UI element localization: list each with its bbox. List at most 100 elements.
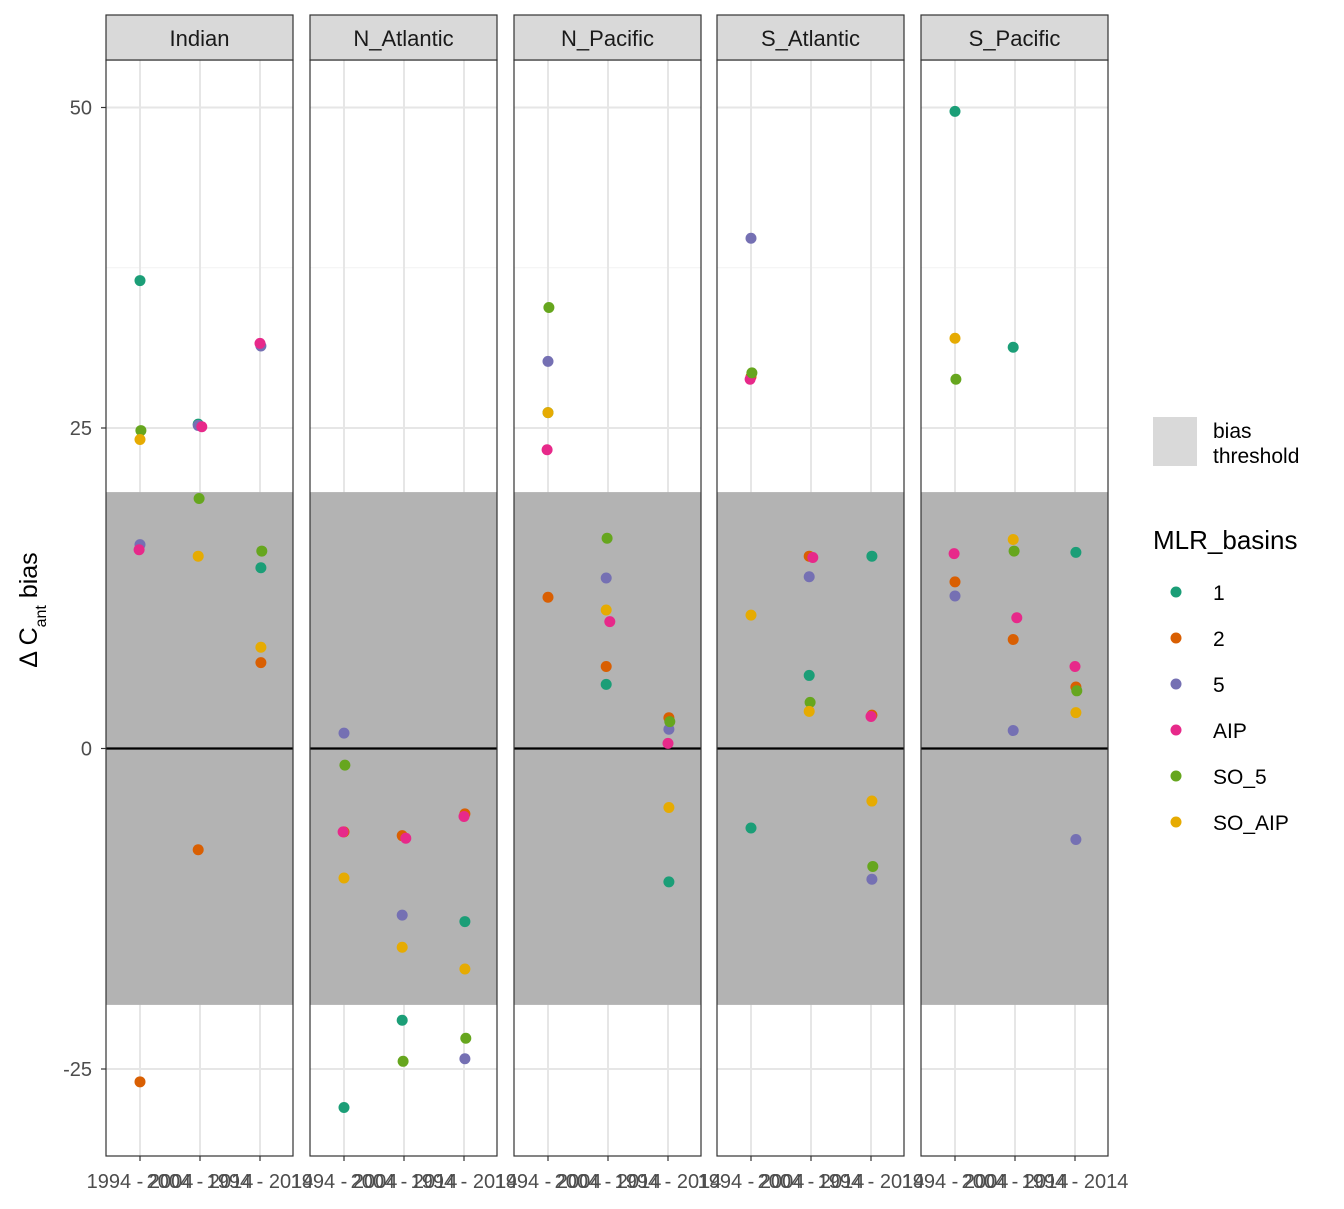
point-2 xyxy=(600,660,612,672)
point-so-5 xyxy=(601,532,613,544)
panel-strip xyxy=(309,14,498,61)
point-so-5 xyxy=(397,1055,409,1067)
point-5 xyxy=(396,909,408,921)
point-so-5 xyxy=(460,1032,472,1044)
point-5 xyxy=(1070,834,1082,846)
point-so-aip xyxy=(866,795,878,807)
point-so-aip xyxy=(192,550,204,562)
x-axis-tick-label: 2004 - 2014 xyxy=(147,1171,254,1193)
panel-indian: Indian xyxy=(105,14,294,1157)
point-so-5 xyxy=(193,493,205,505)
x-axis-tick-label: 1994 - 2014 xyxy=(615,1171,722,1193)
x-axis-tick-label: 1994 - 2004 xyxy=(698,1171,805,1193)
y-axis-tick-label: 25 xyxy=(70,418,92,440)
point-so-5 xyxy=(746,367,758,379)
point-so-aip xyxy=(949,332,961,344)
point-5 xyxy=(866,873,878,885)
point-aip xyxy=(196,421,208,433)
point-so-aip xyxy=(803,705,815,717)
point-5 xyxy=(949,590,961,602)
point-so-aip xyxy=(1007,534,1019,546)
point-so-aip xyxy=(663,801,675,813)
legend-fill-key xyxy=(1153,417,1197,466)
point-so-5 xyxy=(1008,545,1020,557)
legend: bias threshold MLR_basins 1 2 5 AIP SO_5 SO_A… xyxy=(1153,417,1299,835)
point-so-aip xyxy=(542,407,554,419)
point-aip xyxy=(1011,612,1023,624)
point-2 xyxy=(1007,634,1019,646)
panel-n-pacific: N_Pacific xyxy=(513,14,702,1157)
point-1 xyxy=(803,669,815,681)
legend-label-5: 5 xyxy=(1213,674,1225,697)
point-aip xyxy=(541,444,553,456)
point-1 xyxy=(459,916,471,928)
point-2 xyxy=(134,1076,146,1088)
point-aip xyxy=(1069,660,1081,672)
y-axis-title: Δ Cant bias xyxy=(15,552,50,667)
y-axis-tick-label: 0 xyxy=(81,739,92,761)
point-aip xyxy=(604,616,616,628)
y-axis-tick-label: -25 xyxy=(63,1059,92,1081)
point-5 xyxy=(459,1053,471,1065)
x-axis-tick-label: 1994 - 2004 xyxy=(87,1171,194,1193)
point-so-5 xyxy=(256,545,268,557)
panel-strip-label: Indian xyxy=(170,26,230,51)
legend-label-1: 1 xyxy=(1213,582,1225,605)
y-axis-title-tail: bias xyxy=(15,552,43,605)
point-so-aip xyxy=(745,609,757,621)
panel-strip xyxy=(920,14,1109,61)
point-1 xyxy=(663,876,675,888)
panel-strip-label: N_Pacific xyxy=(561,26,654,51)
legend-items: 1 2 5 AIP SO_5 SO_AIP xyxy=(1170,582,1289,835)
point-1 xyxy=(255,562,267,574)
point-aip xyxy=(254,337,266,349)
x-axis-tick-label: 1994 - 2004 xyxy=(495,1171,602,1193)
point-so-5 xyxy=(664,716,676,728)
point-aip xyxy=(400,832,412,844)
point-aip xyxy=(807,551,819,563)
point-1 xyxy=(949,105,961,117)
legend-title: MLR_basins xyxy=(1153,525,1298,555)
legend-fill-label-line2: threshold xyxy=(1213,445,1299,468)
legend-label-aip: AIP xyxy=(1213,720,1247,743)
point-2 xyxy=(255,657,267,669)
x-axis-tick-label: 1994 - 2014 xyxy=(411,1171,518,1193)
y-axis: -25 0 25 50 xyxy=(63,98,106,1081)
legend-label-so-5: SO_5 xyxy=(1213,766,1267,789)
panel-strip-label: S_Pacific xyxy=(969,26,1061,51)
point-1 xyxy=(866,550,878,562)
y-axis-title-subscript: ant xyxy=(33,605,50,628)
point-so-5 xyxy=(867,860,879,872)
y-axis-tick-label: 50 xyxy=(70,98,92,120)
panel-n-atlantic: N_Atlantic xyxy=(309,14,498,1157)
point-so-5 xyxy=(950,373,962,385)
panel-strip xyxy=(716,14,905,61)
point-5 xyxy=(338,727,350,739)
point-1 xyxy=(600,678,612,690)
point-2 xyxy=(949,576,961,588)
point-so-aip xyxy=(396,941,408,953)
x-axis-tick-label: 1994 - 2014 xyxy=(818,1171,925,1193)
point-1 xyxy=(745,822,757,834)
point-aip xyxy=(133,544,145,556)
point-aip xyxy=(458,810,470,822)
point-1 xyxy=(1070,546,1082,558)
point-so-5 xyxy=(543,301,555,313)
point-aip xyxy=(337,826,349,838)
point-so-5 xyxy=(1071,685,1083,697)
point-1 xyxy=(338,1101,350,1113)
point-aip xyxy=(948,548,960,560)
x-axis-tick-label: 1994 - 2004 xyxy=(902,1171,1009,1193)
legend-key-so-5 xyxy=(1170,770,1182,782)
x-axis-tick-label: 2004 - 2014 xyxy=(758,1171,865,1193)
y-axis-title-main: Δ C xyxy=(15,627,43,667)
point-so-aip xyxy=(134,434,146,446)
panel-s-pacific: S_Pacific xyxy=(920,14,1109,1157)
x-axis-tick-label: 1994 - 2004 xyxy=(291,1171,398,1193)
point-so-aip xyxy=(600,604,612,616)
legend-key-1 xyxy=(1170,586,1182,598)
point-so-aip xyxy=(1070,707,1082,719)
legend-label-2: 2 xyxy=(1213,628,1225,651)
legend-key-2 xyxy=(1170,632,1182,644)
